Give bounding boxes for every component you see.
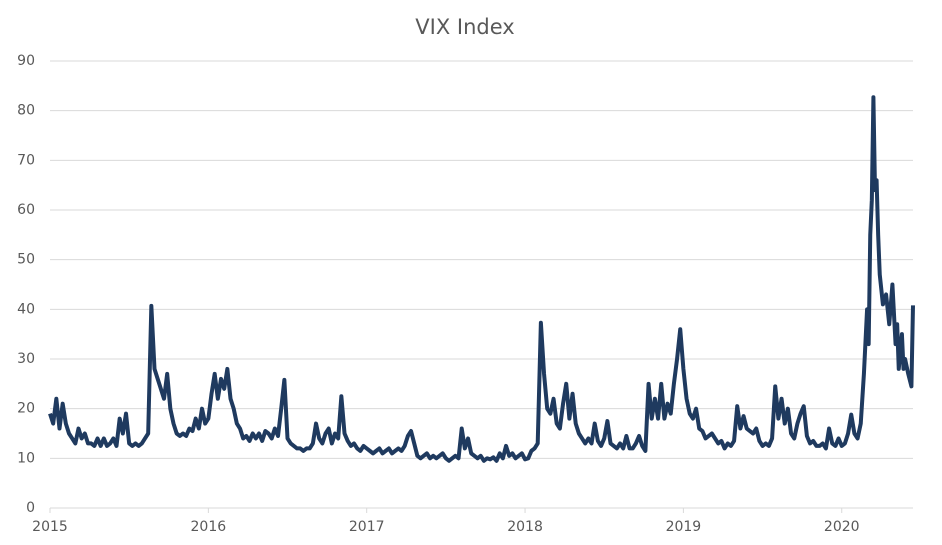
x-tick-label: 2020 — [824, 519, 860, 535]
x-tick-label: 2017 — [349, 519, 385, 535]
line — [48, 95, 915, 463]
x-tick-label: 2018 — [507, 519, 543, 535]
y-tick-label: 70 — [17, 152, 35, 168]
y-tick-label: 20 — [17, 401, 35, 417]
y-tick-label: 50 — [17, 252, 35, 268]
y-tick-label: 40 — [17, 301, 35, 317]
x-tick-label: 2016 — [191, 519, 227, 535]
y-tick-label: 10 — [17, 450, 35, 466]
chart-title: VIX Index — [415, 15, 514, 39]
x-tick-label: 2015 — [32, 519, 68, 535]
y-tick-label: 60 — [17, 202, 35, 218]
y-tick-label: 80 — [17, 103, 35, 119]
x-tick-label: 2019 — [666, 519, 702, 535]
y-tick-label: 30 — [17, 351, 35, 367]
y-tick-label: 90 — [17, 53, 35, 69]
y-tick-label: 0 — [26, 500, 35, 516]
